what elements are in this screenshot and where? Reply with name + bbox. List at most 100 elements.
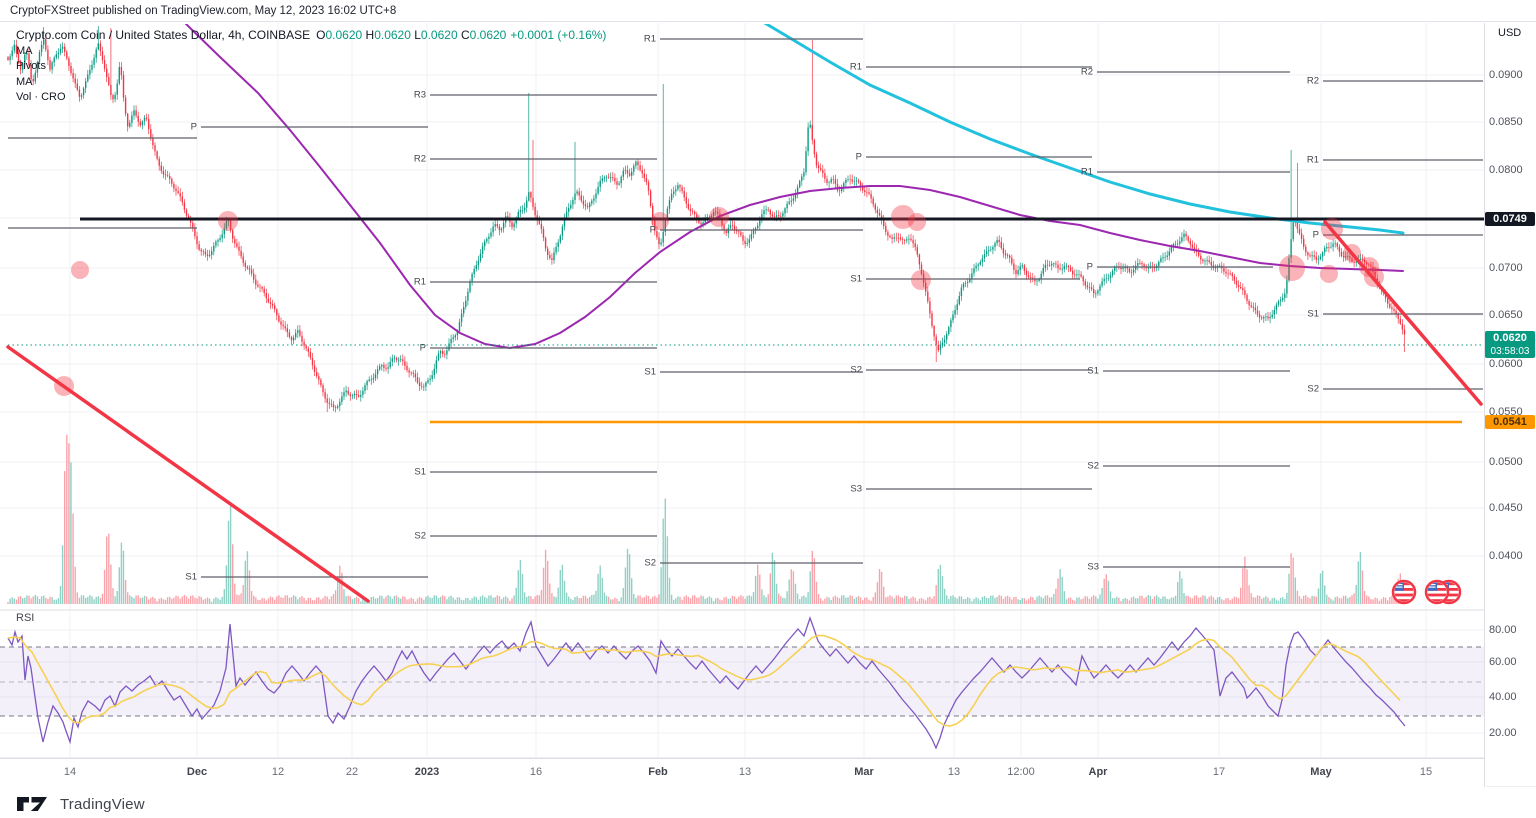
- pivot-label-s2: S2: [1307, 383, 1319, 395]
- price-axis[interactable]: [1484, 23, 1536, 786]
- pivot-label-r2: R2: [1306, 75, 1319, 87]
- price-axis-label: 0.0900: [1489, 69, 1523, 81]
- pivot-label-s3: S3: [850, 483, 862, 495]
- indicator-volume[interactable]: Vol · CRO: [16, 91, 66, 103]
- pivot-label-r1: R1: [1080, 166, 1093, 178]
- publish-text: CryptoFXStreet published on TradingView.…: [10, 5, 397, 17]
- time-axis-label: Feb: [648, 766, 668, 778]
- touch-marker-circle: [709, 207, 729, 227]
- pivot-label-s1: S1: [414, 466, 426, 478]
- tradingview-logo-icon: [17, 797, 47, 811]
- price-axis-label: 0.0450: [1489, 502, 1523, 514]
- touch-marker-circle: [1321, 218, 1343, 240]
- time-axis-label: Apr: [1088, 766, 1108, 778]
- tradingview-logo-text: TradingView: [60, 795, 145, 813]
- time-axis-label: Dec: [186, 766, 208, 778]
- time-axis-label: Mar: [854, 766, 874, 778]
- indicator-ma-2[interactable]: MA: [16, 75, 33, 88]
- touch-marker-circle: [1364, 267, 1384, 287]
- symbol-row[interactable]: Crypto.com Coin / United States Dollar, …: [16, 28, 606, 42]
- touch-marker-circle: [54, 376, 74, 396]
- time-axis-label: 15: [1419, 766, 1433, 778]
- low-value: 0.0620: [420, 28, 458, 42]
- touch-marker-circle: [1343, 244, 1361, 262]
- time-axis-label: 14: [63, 766, 77, 778]
- symbol-title: Crypto.com Coin / United States Dollar, …: [16, 28, 311, 42]
- pivot-label-r1: R1: [849, 61, 862, 73]
- pivot-label-p: P: [1086, 261, 1093, 273]
- price-axis-label: 0.0500: [1489, 456, 1523, 468]
- trendline-right[interactable]: [1323, 220, 1483, 406]
- indicator-ma-1[interactable]: MA: [16, 44, 33, 57]
- volume-bars-down: [7, 434, 1406, 604]
- pivot-label-s1: S1: [1307, 308, 1319, 320]
- tradingview-logo[interactable]: TradingView: [16, 795, 145, 813]
- ma-purple-line[interactable]: [184, 23, 1404, 350]
- chart-legend: Crypto.com Coin / United States Dollar, …: [16, 28, 606, 104]
- rsi-pane-label[interactable]: RSI: [16, 612, 35, 624]
- price-axis-label: 20.00: [1489, 727, 1517, 739]
- time-axis-label: 2023: [414, 766, 440, 778]
- time-axis-label: 17: [1212, 766, 1226, 778]
- touch-marker-circle: [1279, 255, 1305, 281]
- economic-event-flag-icon[interactable]: [1424, 579, 1450, 605]
- price-axis-label: 0.0850: [1489, 116, 1523, 128]
- open-value: 0.0620: [325, 28, 363, 42]
- publish-attribution-bar: CryptoFXStreet published on TradingView.…: [0, 0, 1536, 22]
- pivot-label-p: P: [419, 342, 426, 354]
- touch-marker-circle: [71, 261, 89, 279]
- touch-marker-circle: [891, 205, 915, 229]
- time-axis-label: 12:00: [1007, 766, 1035, 778]
- pivot-label-r1: R1: [1306, 154, 1319, 166]
- pivot-label-r2: R2: [1080, 66, 1093, 78]
- pivot-label-s2: S2: [1087, 460, 1099, 472]
- pivot-label-s2: S2: [644, 557, 656, 569]
- pivot-label-s2: S2: [414, 530, 426, 542]
- pivot-label-s2: S2: [850, 364, 862, 376]
- change-value: +0.0001 (+0.16%): [510, 28, 607, 42]
- pivot-label-s3: S3: [1087, 561, 1099, 573]
- touch-marker-circle: [1320, 265, 1338, 283]
- price-axis-label: 0.0700: [1489, 262, 1523, 274]
- low-label: L: [414, 28, 421, 42]
- pivot-label-s1: S1: [185, 571, 197, 583]
- price-tag-level: 0.0749: [1485, 212, 1535, 226]
- time-axis[interactable]: [0, 758, 1484, 787]
- price-axis-label: 60.00: [1489, 656, 1517, 668]
- high-value: 0.0620: [374, 28, 411, 42]
- price-tag-orange-level: 0.0541: [1485, 415, 1535, 429]
- time-axis-label: 12: [271, 766, 285, 778]
- touch-marker-circle: [651, 212, 669, 230]
- price-axis-label: 40.00: [1489, 691, 1517, 703]
- time-axis-label: 16: [529, 766, 543, 778]
- time-axis-label: 22: [345, 766, 359, 778]
- pivot-label-s1: S1: [850, 273, 862, 285]
- close-label: C: [460, 28, 470, 42]
- price-axis-label: 0.0650: [1489, 309, 1523, 321]
- ma-cyan-line[interactable]: [753, 16, 1405, 235]
- volume-bars-up: [9, 462, 1362, 604]
- pivot-label-s1: S1: [644, 366, 656, 378]
- pivot-label-s1: S1: [1087, 365, 1099, 377]
- price-axis-label: 0.0800: [1489, 164, 1523, 176]
- economic-event-flag-icon[interactable]: [1391, 579, 1417, 605]
- high-label: H: [365, 28, 375, 42]
- price-axis-label: 0.0400: [1489, 550, 1523, 562]
- axis-currency-label: USD: [1498, 27, 1522, 39]
- touch-marker-circle: [1359, 257, 1379, 277]
- price-axis-label: 80.00: [1489, 624, 1517, 636]
- pivot-label-p: P: [190, 121, 197, 133]
- time-axis-label: 13: [738, 766, 752, 778]
- pivot-label-r2: R2: [413, 153, 426, 165]
- touch-marker-circle: [908, 213, 926, 231]
- close-value: 0.0620: [469, 28, 507, 42]
- trendline-left[interactable]: [6, 345, 370, 603]
- pivot-label-r1: R1: [413, 276, 426, 288]
- indicator-pivots[interactable]: Pivots: [16, 60, 46, 72]
- pivot-label-p: P: [855, 151, 862, 163]
- open-label: O: [316, 28, 326, 42]
- rsi-ma-line[interactable]: [7, 634, 1401, 727]
- time-axis-label: 13: [947, 766, 961, 778]
